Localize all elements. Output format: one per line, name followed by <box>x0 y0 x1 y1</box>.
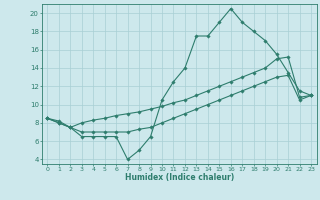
X-axis label: Humidex (Indice chaleur): Humidex (Indice chaleur) <box>124 173 234 182</box>
